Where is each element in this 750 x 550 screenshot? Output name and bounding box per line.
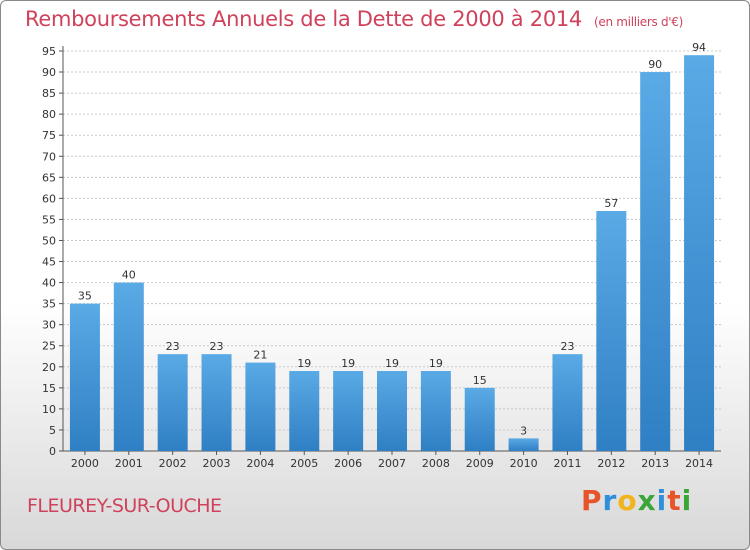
y-tick-label: 45	[42, 256, 56, 269]
x-tick-label: 2010	[510, 457, 538, 470]
y-tick-label: 50	[42, 234, 56, 247]
bar	[596, 211, 627, 451]
data-labels: 35 40 23 23 21 19 19 19 19 15 3 23 57 90 94	[78, 41, 706, 437]
bar	[552, 354, 583, 451]
bar-value-label: 3	[520, 424, 527, 437]
logo-letter: r	[602, 484, 618, 517]
proxiti-logo[interactable]: Proxiti	[581, 487, 692, 515]
x-tick-label: 2001	[115, 457, 143, 470]
x-tick-label: 2008	[422, 457, 450, 470]
x-tick-label: 2002	[159, 457, 187, 470]
bar-value-label: 21	[253, 349, 267, 362]
bar	[377, 371, 407, 451]
x-tick-label: 2012	[597, 457, 625, 470]
y-tick-label: 70	[42, 150, 56, 163]
bar	[289, 371, 320, 451]
chart-title-text: Remboursements Annuels de la Dette de 20…	[25, 7, 582, 31]
bar-value-label: 19	[341, 357, 355, 370]
logo-letter: o	[617, 484, 638, 517]
y-tick-label: 75	[42, 129, 56, 142]
logo-letter: P	[581, 484, 603, 517]
bar	[464, 387, 495, 451]
commune-name: FLEUREY-SUR-OUCHE	[27, 495, 222, 517]
bar-value-label: 90	[648, 58, 662, 71]
x-tick-label: 2011	[553, 457, 581, 470]
y-tick-label: 60	[42, 192, 56, 205]
bar-value-label: 57	[604, 197, 618, 210]
y-tick-label: 30	[42, 319, 56, 332]
bar	[157, 354, 188, 451]
chart-unit: (en milliers d'€)	[594, 15, 684, 29]
bar-value-label: 94	[692, 41, 706, 54]
bar-value-label: 35	[78, 290, 92, 303]
y-tick-label: 65	[42, 171, 56, 184]
logo-letter: x	[637, 484, 657, 517]
chart-title: Remboursements Annuels de la Dette de 20…	[25, 7, 683, 31]
bar	[113, 282, 144, 451]
y-tick-label: 80	[42, 108, 56, 121]
axes: 0 5 10 15 20 25 30 35 40 45 50 55 60 65 70 75 80 85 90 95 20…	[42, 45, 721, 470]
x-tick-label: 2013	[641, 457, 669, 470]
y-tick-label: 85	[42, 87, 56, 100]
y-tick-label: 0	[49, 445, 56, 458]
x-tick-label: 2007	[378, 457, 406, 470]
x-tick-label: 2006	[334, 457, 362, 470]
y-tick-label: 15	[42, 382, 56, 395]
y-tick-label: 95	[42, 45, 56, 58]
y-tick-label: 40	[42, 277, 56, 290]
logo-letter: i	[681, 484, 693, 517]
y-tick-label: 35	[42, 298, 56, 311]
bar	[201, 354, 232, 451]
logo-letter: t	[667, 484, 682, 517]
y-tick-label: 25	[42, 340, 56, 353]
logo-letter: i	[656, 484, 668, 517]
bar-value-label: 19	[385, 357, 399, 370]
x-tick-label: 2003	[203, 457, 231, 470]
bar	[684, 55, 715, 452]
x-tick-label: 2000	[71, 457, 99, 470]
bar	[640, 72, 671, 451]
x-tick-label: 2014	[685, 457, 713, 470]
y-tick-label: 10	[42, 403, 56, 416]
bar-value-label: 15	[473, 374, 487, 387]
bar	[245, 362, 276, 451]
bar-value-label: 19	[297, 357, 311, 370]
bar	[69, 303, 100, 451]
y-tick-label: 5	[49, 424, 56, 437]
bar	[508, 438, 539, 451]
x-tick-label: 2004	[246, 457, 274, 470]
bar	[420, 371, 451, 451]
bar-value-label: 40	[122, 269, 136, 282]
y-tick-label: 55	[42, 213, 56, 226]
bar-value-label: 19	[429, 357, 443, 370]
bar-value-label: 23	[560, 340, 574, 353]
x-tick-label: 2005	[290, 457, 318, 470]
bar-value-label: 23	[166, 340, 180, 353]
y-tick-label: 90	[42, 66, 56, 79]
x-tick-label: 2009	[466, 457, 494, 470]
y-tick-label: 20	[42, 361, 56, 374]
bar-value-label: 23	[210, 340, 224, 353]
bar	[333, 371, 364, 451]
bars	[69, 55, 715, 452]
